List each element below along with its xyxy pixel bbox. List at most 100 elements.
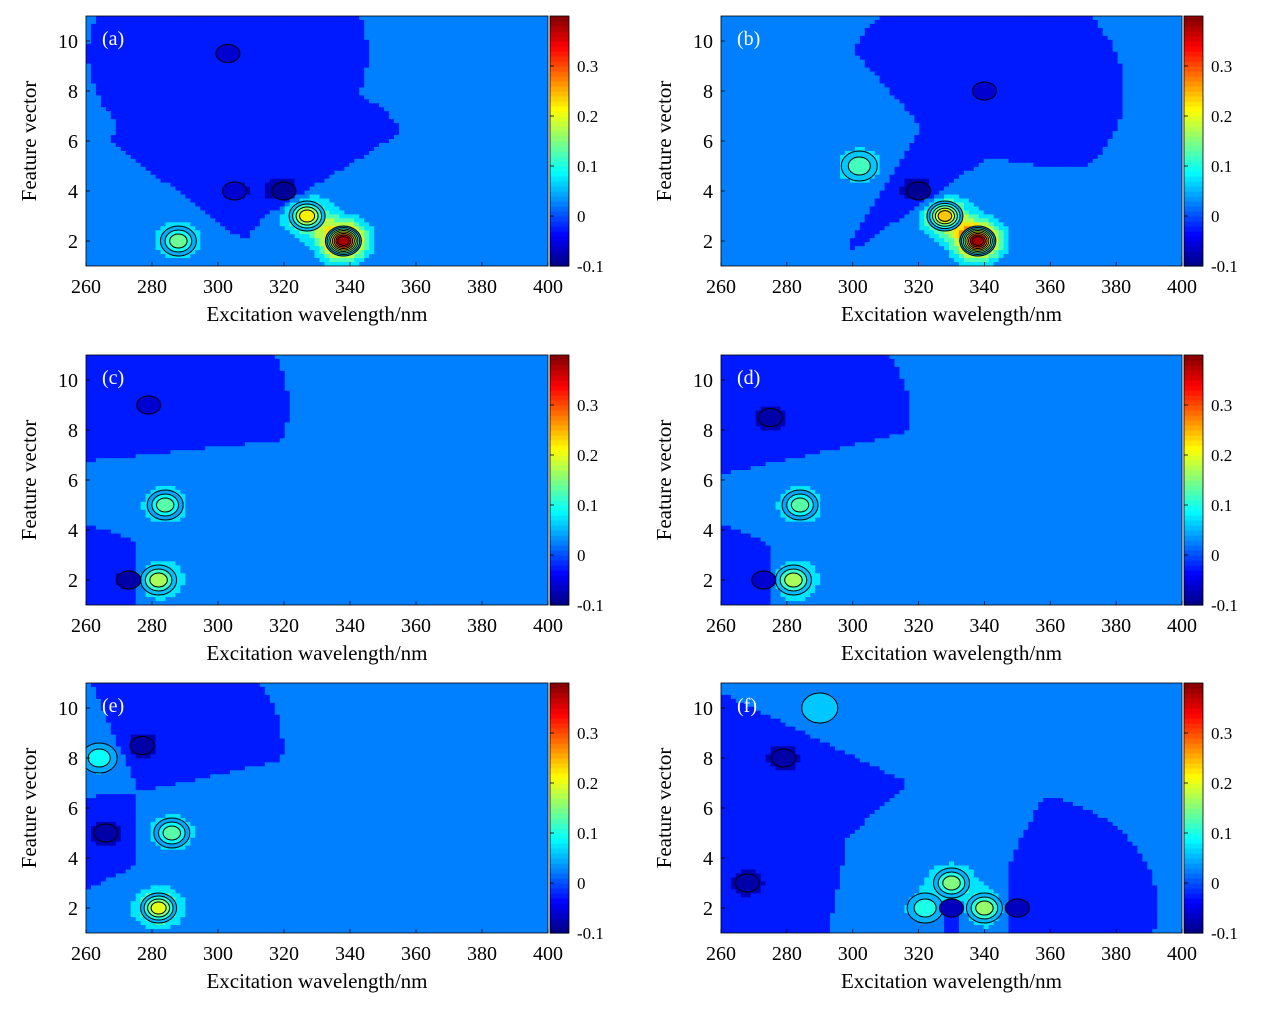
heatmap-cell — [269, 182, 276, 188]
heatmap-cell — [408, 174, 415, 180]
heatmap-cell — [443, 127, 450, 132]
heatmap-cell — [513, 67, 519, 73]
heatmap-cell — [249, 87, 256, 92]
heatmap-cell — [86, 214, 92, 219]
heatmap-cell — [165, 19, 172, 25]
heatmap-cell — [264, 115, 271, 120]
heatmap-cell — [503, 166, 509, 172]
heatmap-cell — [423, 55, 430, 61]
heatmap-cell — [235, 95, 241, 100]
heatmap-cell — [180, 83, 186, 89]
heatmap-cell — [180, 16, 186, 21]
heatmap-cell — [364, 19, 370, 25]
heatmap-cell — [230, 27, 236, 33]
heatmap-cell — [369, 55, 375, 61]
heatmap-cell — [240, 39, 246, 45]
heatmap-cell — [100, 51, 107, 57]
heatmap-cell — [240, 123, 246, 128]
heatmap-cell — [453, 87, 460, 92]
heatmap-cell — [244, 210, 251, 216]
heatmap-cell — [433, 214, 440, 219]
heatmap-cell — [90, 198, 97, 204]
heatmap-cell — [478, 186, 485, 192]
heatmap-cell — [518, 190, 524, 196]
heatmap-cell — [523, 194, 529, 200]
heatmap-cell — [155, 39, 162, 45]
heatmap-cell — [175, 131, 181, 136]
heatmap-cell — [249, 174, 256, 180]
heatmap-cell — [240, 202, 246, 208]
heatmap-cell — [523, 59, 529, 65]
heatmap-cell — [349, 154, 355, 160]
heatmap-cell — [274, 142, 281, 148]
heatmap-cell — [443, 31, 450, 37]
heatmap-cell — [125, 139, 132, 144]
heatmap-cell — [448, 103, 455, 108]
heatmap-cell — [428, 27, 435, 33]
heatmap-cell — [125, 47, 132, 53]
heatmap-cell — [418, 55, 425, 61]
heatmap-cell — [498, 194, 504, 200]
heatmap-cell — [95, 214, 102, 219]
heatmap-cell — [473, 119, 480, 124]
heatmap-cell — [195, 127, 201, 132]
heatmap-cell — [225, 91, 231, 96]
heatmap-cell — [244, 47, 251, 53]
heatmap-cell — [279, 59, 286, 65]
heatmap-cell — [145, 198, 152, 204]
heatmap-cell — [354, 135, 360, 140]
heatmap-cell — [483, 55, 489, 61]
heatmap-cell — [468, 19, 475, 25]
heatmap-cell — [130, 95, 137, 100]
heatmap-cell — [259, 154, 266, 160]
heatmap-cell — [269, 178, 276, 184]
heatmap-cell — [240, 206, 246, 212]
heatmap-cell — [115, 95, 122, 100]
heatmap-cell — [125, 107, 132, 112]
heatmap-cell — [508, 16, 514, 21]
heatmap-cell — [433, 95, 440, 100]
heatmap-cell — [279, 71, 286, 77]
heatmap-cell — [180, 139, 186, 144]
heatmap-cell — [195, 146, 201, 152]
heatmap-cell — [304, 103, 311, 108]
heatmap-cell — [200, 178, 206, 184]
heatmap-cell — [274, 111, 281, 116]
heatmap-cell — [493, 83, 499, 89]
heatmap-cell — [443, 198, 450, 204]
heatmap-cell — [403, 99, 410, 104]
heatmap-cell — [269, 166, 276, 172]
heatmap-cell — [160, 158, 167, 164]
heatmap-cell — [274, 55, 281, 61]
heatmap-cell — [324, 119, 331, 124]
heatmap-cell — [100, 226, 107, 231]
heatmap-cell — [165, 95, 172, 100]
heatmap-cell — [458, 135, 465, 140]
heatmap-cell — [86, 131, 92, 136]
heatmap-cell — [418, 210, 425, 216]
heatmap-cell — [518, 194, 524, 200]
heatmap-cell — [249, 75, 256, 81]
heatmap-cell — [403, 23, 410, 29]
heatmap-cell — [453, 139, 460, 144]
heatmap-cell — [105, 119, 112, 124]
heatmap-cell — [473, 67, 480, 73]
heatmap-cell — [155, 178, 162, 184]
heatmap-cell — [403, 35, 410, 41]
heatmap-cell — [264, 206, 271, 212]
heatmap-cell — [408, 23, 415, 29]
heatmap-cell — [463, 178, 470, 184]
heatmap-cell — [473, 16, 480, 21]
heatmap-cell — [294, 87, 301, 92]
heatmap-cell — [259, 174, 266, 180]
heatmap-cell — [418, 202, 425, 208]
heatmap-cell — [140, 75, 147, 81]
heatmap-cell — [334, 146, 340, 152]
heatmap-cell — [155, 23, 162, 29]
heatmap-cell — [503, 27, 509, 33]
heatmap-cell — [115, 103, 122, 108]
heatmap-cell — [473, 146, 480, 152]
heatmap-cell — [145, 83, 152, 89]
heatmap-cell — [543, 178, 548, 184]
heatmap-cell — [488, 142, 494, 148]
